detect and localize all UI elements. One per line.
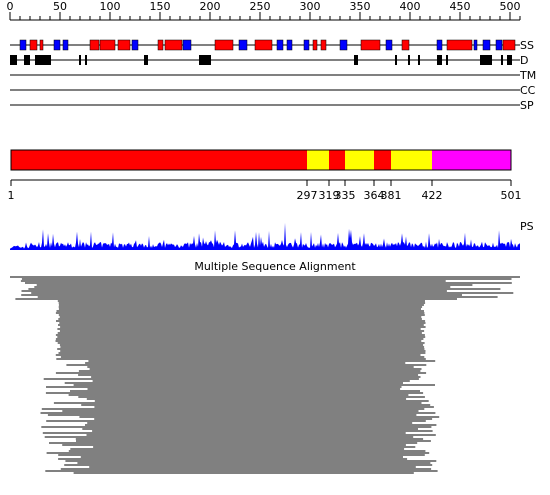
domain-segment bbox=[374, 150, 391, 170]
boundary-label: 297 bbox=[297, 189, 318, 202]
ruler-tick-label: 0 bbox=[7, 0, 14, 13]
helix-mark bbox=[214, 39, 234, 51]
boundary-label: 381 bbox=[381, 189, 402, 202]
disorder-mark bbox=[408, 55, 410, 65]
helix-mark bbox=[502, 39, 516, 51]
sp-track-label: SP bbox=[520, 99, 534, 112]
helix-mark bbox=[99, 39, 116, 51]
feature-tracks: SS D TM CC SP bbox=[10, 39, 536, 112]
disorder-mark bbox=[35, 55, 51, 65]
disorder-track-label: D bbox=[520, 54, 528, 67]
ruler-tick-label: 150 bbox=[150, 0, 171, 13]
strand-mark bbox=[473, 39, 478, 51]
cc-track-label: CC bbox=[520, 84, 536, 97]
disorder-mark bbox=[199, 55, 211, 65]
helix-mark bbox=[446, 39, 473, 51]
disorder-mark bbox=[144, 55, 148, 65]
ruler-tick-label: 250 bbox=[250, 0, 271, 13]
ruler-tick-label: 100 bbox=[100, 0, 121, 13]
ss-track-label: SS bbox=[520, 39, 534, 52]
disorder-mark bbox=[354, 55, 358, 65]
msa-title: Multiple Sequence Alignment bbox=[194, 260, 356, 273]
ruler-tick-label: 200 bbox=[200, 0, 221, 13]
strand-mark bbox=[53, 39, 61, 51]
disorder-mark bbox=[446, 55, 448, 65]
boundary-label: 422 bbox=[422, 189, 443, 202]
strand-mark bbox=[385, 39, 393, 51]
helix-mark bbox=[312, 39, 318, 51]
disorder-mark bbox=[437, 55, 442, 65]
disorder-mark bbox=[395, 55, 397, 65]
boundary-label: 319 bbox=[319, 189, 340, 202]
ruler-tick-label: 400 bbox=[400, 0, 421, 13]
disorder-mark bbox=[85, 55, 87, 65]
strand-mark bbox=[436, 39, 443, 51]
disorder-mark bbox=[79, 55, 81, 65]
helix-mark bbox=[117, 39, 131, 51]
boundary-label: 1 bbox=[8, 189, 15, 202]
helix-mark bbox=[254, 39, 273, 51]
alignment-lines bbox=[10, 276, 520, 474]
strand-mark bbox=[238, 39, 248, 51]
helix-mark bbox=[360, 39, 381, 51]
disorder-mark bbox=[507, 55, 512, 65]
domain-segment bbox=[391, 150, 432, 170]
strand-mark bbox=[286, 39, 293, 51]
tm-track-label: TM bbox=[519, 69, 536, 82]
disorder-mark bbox=[10, 55, 17, 65]
helix-mark bbox=[164, 39, 183, 51]
boundary-label: 335 bbox=[335, 189, 356, 202]
strand-mark bbox=[62, 39, 69, 51]
domain-segment bbox=[345, 150, 374, 170]
ruler-tick-label: 350 bbox=[350, 0, 371, 13]
domain-segment bbox=[11, 150, 307, 170]
helix-mark bbox=[29, 39, 38, 51]
helix-mark bbox=[157, 39, 164, 51]
strand-mark bbox=[19, 39, 27, 51]
multiple-sequence-alignment: Multiple Sequence Alignment bbox=[10, 260, 520, 474]
helix-mark bbox=[320, 39, 327, 51]
strand-mark bbox=[495, 39, 503, 51]
domain-segments-bar bbox=[10, 149, 512, 171]
boundary-label: 501 bbox=[501, 189, 522, 202]
disorder-mark bbox=[24, 55, 30, 65]
ruler-tick-label: 300 bbox=[300, 0, 321, 13]
strand-mark bbox=[276, 39, 284, 51]
strand-mark bbox=[339, 39, 348, 51]
boundary-label: 364 bbox=[364, 189, 385, 202]
disorder-regions bbox=[10, 55, 512, 65]
ps-label: PS bbox=[520, 220, 534, 233]
disorder-mark bbox=[418, 55, 420, 65]
strand-mark bbox=[482, 39, 491, 51]
domain-segment bbox=[329, 150, 345, 170]
ruler-tick-label: 50 bbox=[53, 0, 67, 13]
ps-profile: PS bbox=[10, 220, 534, 250]
secondary-structure-elements bbox=[19, 39, 516, 51]
strand-mark bbox=[182, 39, 192, 51]
domain-segment bbox=[307, 150, 329, 170]
helix-mark bbox=[89, 39, 100, 51]
helix-mark bbox=[39, 39, 44, 51]
disorder-mark bbox=[480, 55, 492, 65]
ps-profile-area bbox=[10, 222, 520, 250]
domain-segment bbox=[432, 150, 511, 170]
strand-mark bbox=[303, 39, 310, 51]
strand-mark bbox=[131, 39, 139, 51]
helix-mark bbox=[401, 39, 410, 51]
disorder-mark bbox=[501, 55, 503, 65]
sequence-ruler: 0 50 100 150 200 250 300 350 400 450 500 bbox=[7, 0, 521, 21]
domain-bar-outline bbox=[10, 149, 512, 171]
ruler-tick-label: 450 bbox=[450, 0, 471, 13]
ruler-tick-label: 500 bbox=[500, 0, 521, 13]
